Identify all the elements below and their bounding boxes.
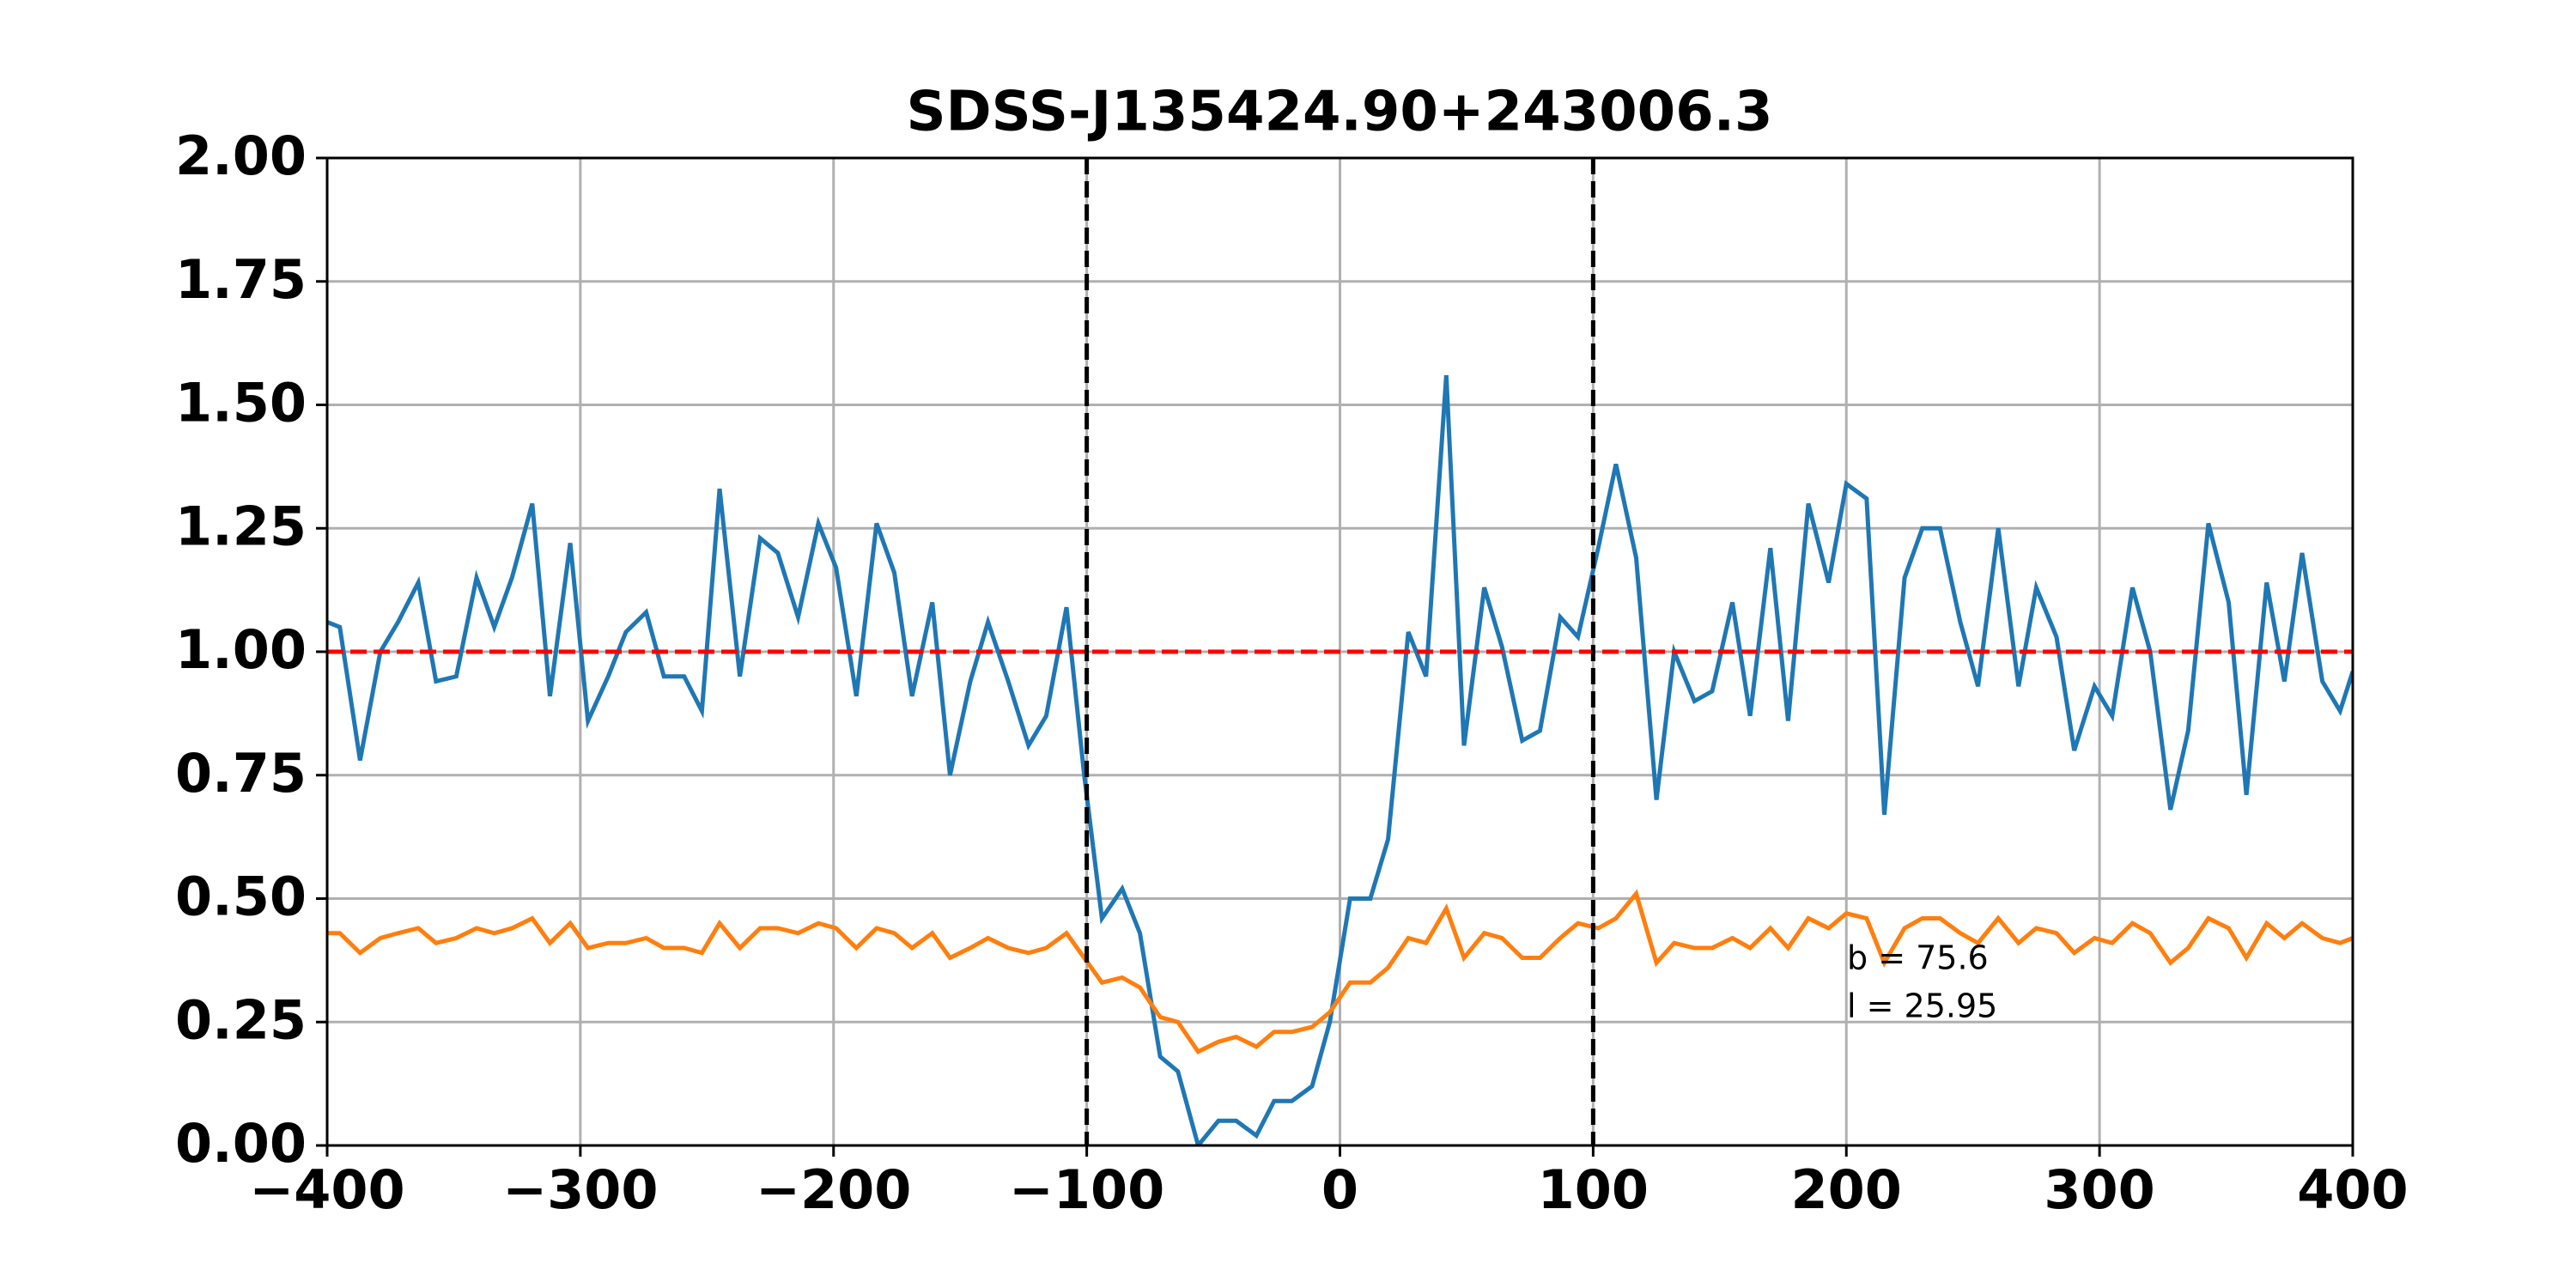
y-tick-label: 0.00 [175,1112,307,1175]
x-tick-label: −300 [502,1158,658,1221]
y-tick-label: 0.25 [175,988,307,1051]
y-tick-label: 1.75 [175,248,307,311]
y-tick-label: 1.50 [175,372,307,434]
plot-frame [325,156,2354,1147]
y-tick-label: 2.00 [175,125,307,187]
x-tick-label: 100 [1538,1158,1649,1221]
x-tick-label: −100 [1009,1158,1164,1221]
y-tick-label: 0.50 [175,866,307,928]
x-tick-label: 300 [2044,1158,2154,1221]
x-tick-label: 0 [1321,1158,1358,1221]
y-tick-label: 0.75 [175,742,307,805]
y-tick-label: 1.25 [175,495,307,557]
x-tick-label: 400 [2297,1158,2408,1221]
x-tick-label: 200 [1791,1158,1902,1221]
chart-title: SDSS-J135424.90+243006.3 [906,81,1772,144]
annotation: b = 75.6 [1847,939,1989,977]
annotation: l = 25.95 [1847,987,1997,1025]
x-tick-label: −400 [249,1158,404,1221]
data-line [327,889,2353,1054]
y-tick-label: 1.00 [175,618,307,681]
x-tick-label: −200 [756,1158,911,1221]
data-line [327,374,2353,1145]
